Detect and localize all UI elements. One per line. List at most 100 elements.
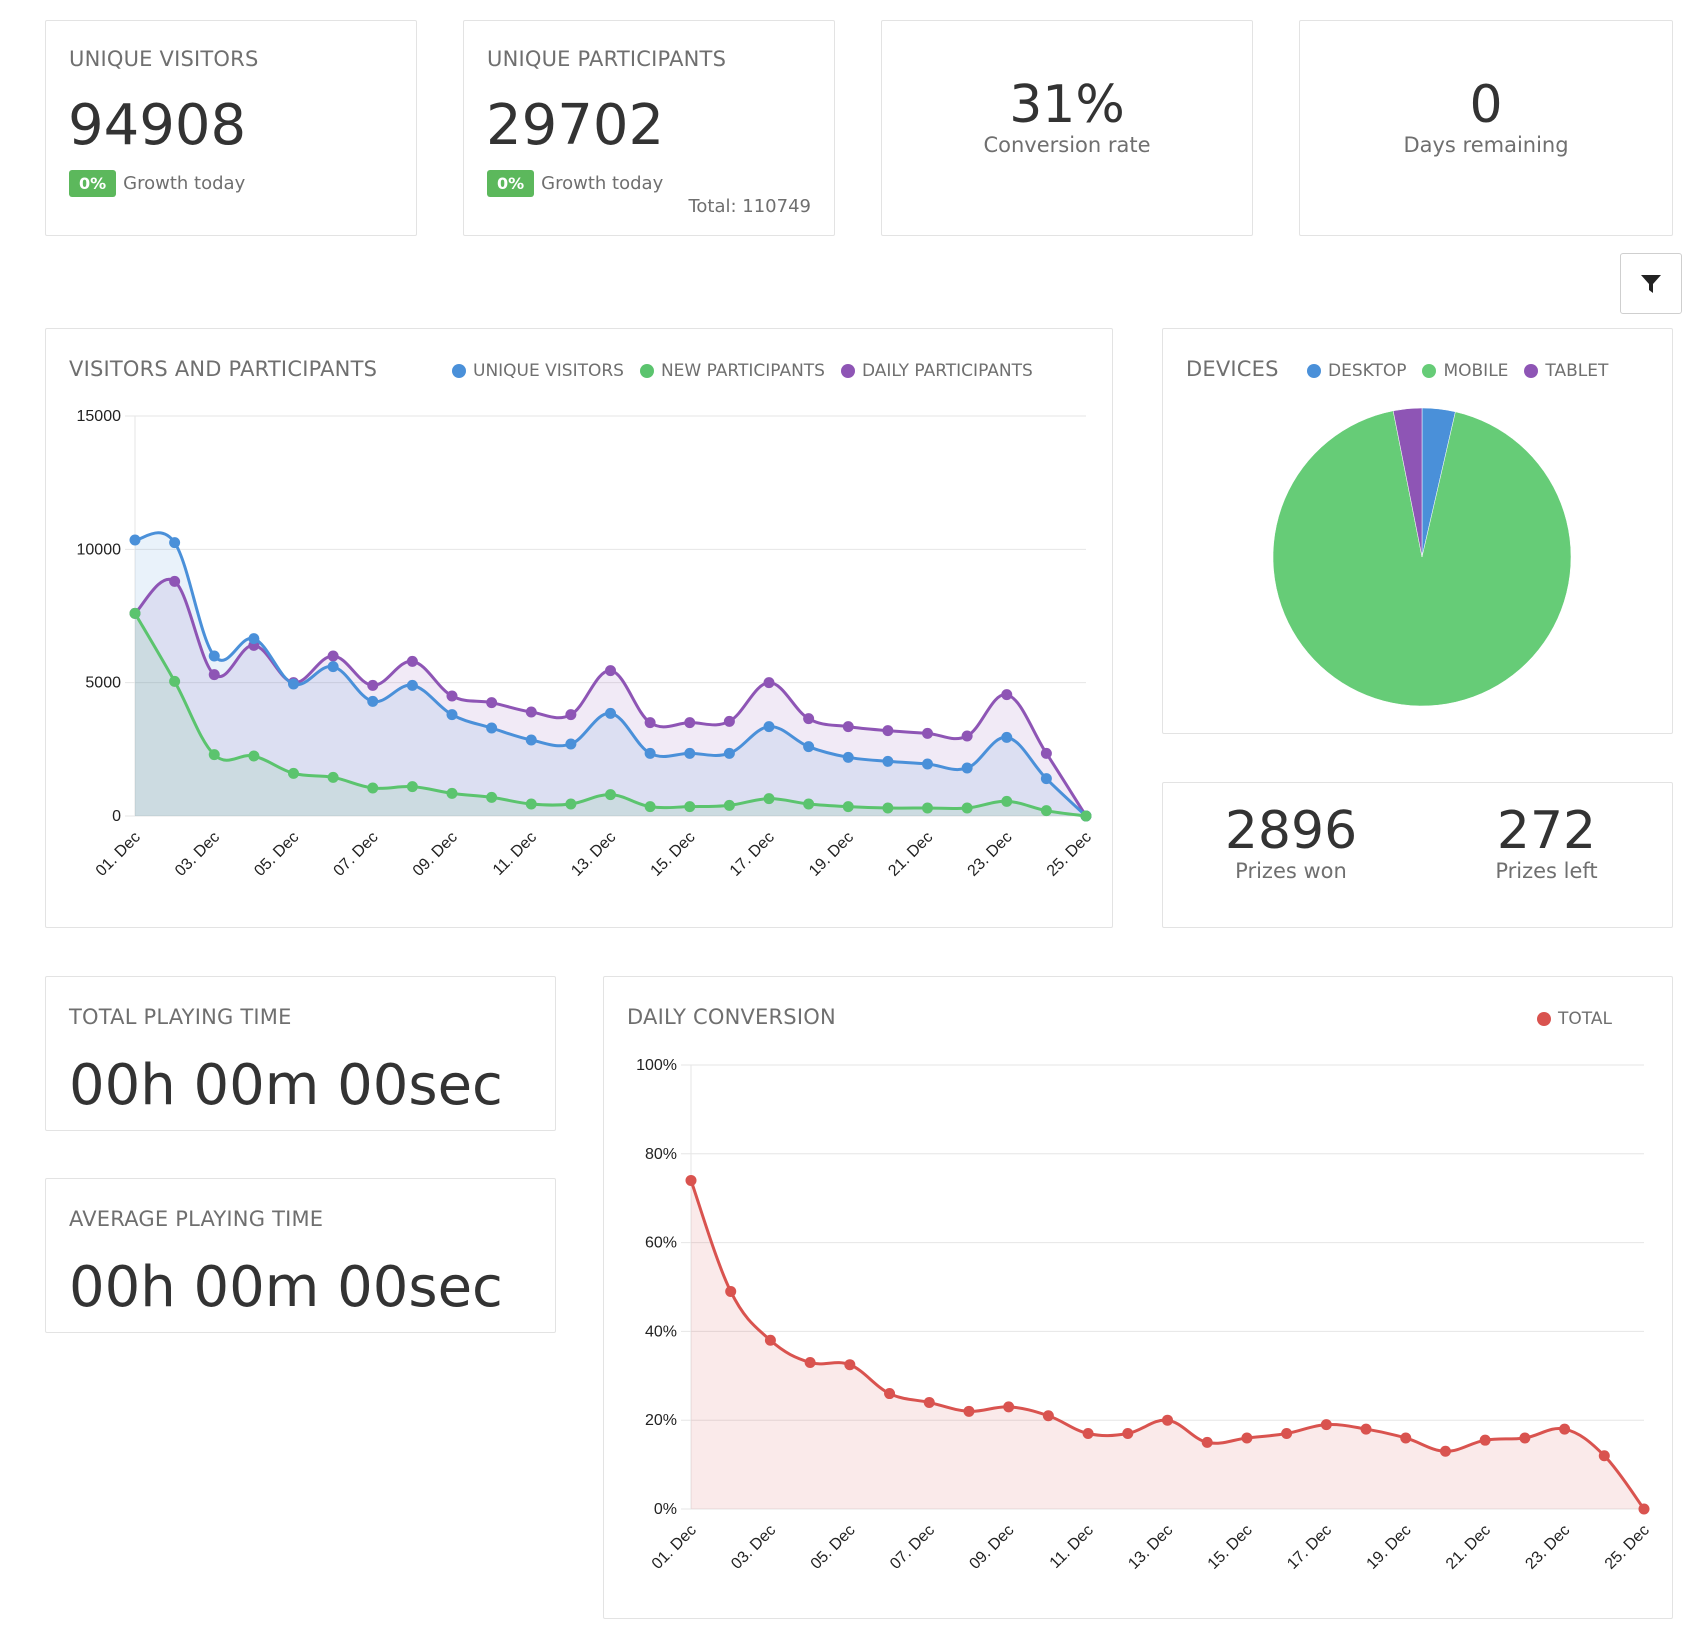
unique-participants-growth: 0% Growth today	[487, 170, 663, 197]
x-tick-label: 05. Dec	[251, 829, 302, 880]
participants-total: Total: 110749	[688, 196, 811, 217]
devices-card: DEVICES DESKTOP MOBILE TABLET	[1162, 328, 1673, 734]
pie-slice-mobile	[1272, 410, 1572, 707]
total-playing-time-title: TOTAL PLAYING TIME	[69, 1005, 292, 1029]
growth-badge: 0%	[487, 170, 535, 197]
y-tick-label: 5000	[85, 675, 121, 692]
data-point	[1001, 731, 1013, 743]
data-point	[1001, 795, 1013, 807]
unique-visitors-card: UNIQUE VISITORS 94908 0% Growth today	[45, 20, 417, 236]
unique-participants-card: UNIQUE PARTICIPANTS 29702 0% Growth toda…	[463, 20, 835, 236]
filter-icon	[1641, 274, 1661, 293]
total-playing-time-value: 00h 00m 00sec	[69, 1053, 503, 1118]
y-tick-label: 0%	[654, 1501, 677, 1518]
legend-tablet[interactable]: TABLET	[1524, 361, 1608, 381]
data-point	[644, 747, 656, 759]
legend-dot	[639, 364, 654, 378]
data-point	[565, 738, 577, 750]
x-tick-label: 09. Dec	[966, 1522, 1017, 1573]
data-point	[1122, 1428, 1134, 1440]
data-point	[406, 655, 418, 667]
data-point	[922, 758, 933, 770]
y-tick-label: 80%	[645, 1146, 677, 1163]
y-tick-label: 60%	[645, 1235, 677, 1252]
growth-label: Growth today	[123, 173, 246, 194]
data-point	[248, 750, 260, 762]
legend-dot	[1307, 364, 1321, 378]
data-point	[723, 747, 735, 759]
data-point	[1241, 1432, 1253, 1444]
legend-dot	[1422, 364, 1437, 378]
prizes-card: 2896 Prizes won 272 Prizes left	[1162, 782, 1673, 928]
unique-visitors-growth: 0% Growth today	[69, 170, 245, 197]
data-point	[525, 734, 537, 746]
total-playing-time-card: TOTAL PLAYING TIME 00h 00m 00sec	[45, 976, 556, 1131]
legend-dot	[840, 364, 855, 378]
data-point	[804, 1356, 816, 1368]
x-tick-label: 13. Dec	[568, 829, 619, 880]
average-playing-time-title: AVERAGE PLAYING TIME	[69, 1207, 324, 1231]
x-tick-label: 01. Dec	[649, 1522, 700, 1573]
legend-daily-participants[interactable]: DAILY PARTICIPANTS	[840, 361, 1033, 381]
x-tick-label: 21. Dec	[885, 829, 936, 880]
conversion-rate-label: Conversion rate	[983, 133, 1151, 157]
x-tick-label: 13. Dec	[1125, 1522, 1176, 1573]
data-point	[922, 802, 933, 814]
days-remaining-card: 0 Days remaining	[1299, 20, 1673, 236]
data-point	[764, 1334, 776, 1346]
x-tick-label: 07. Dec	[887, 1522, 938, 1573]
data-point	[565, 798, 577, 810]
legend-mobile[interactable]: MOBILE	[1422, 361, 1508, 381]
x-tick-label: 09. Dec	[410, 829, 461, 880]
data-point	[1400, 1432, 1412, 1444]
data-point	[367, 679, 379, 691]
data-point	[446, 690, 458, 702]
legend-new-participants[interactable]: NEW PARTICIPANTS	[639, 361, 825, 381]
data-point	[723, 715, 735, 727]
x-tick-label: 21. Dec	[1443, 1522, 1494, 1573]
legend-label: TOTAL	[1558, 1009, 1612, 1029]
x-tick-label: 11. Dec	[490, 829, 540, 879]
average-playing-time-card: AVERAGE PLAYING TIME 00h 00m 00sec	[45, 1178, 556, 1333]
data-point	[1479, 1434, 1491, 1446]
data-point	[208, 749, 220, 761]
data-point	[367, 695, 379, 707]
data-point	[923, 1396, 935, 1408]
pie-slice-tablet	[1392, 407, 1423, 558]
legend-desktop[interactable]: DESKTOP	[1307, 361, 1406, 381]
y-tick-label: 15000	[77, 408, 122, 425]
conversion-chart-legend: TOTAL	[1537, 1009, 1612, 1029]
data-point	[169, 575, 181, 587]
data-point	[486, 722, 498, 734]
x-tick-label: 25. Dec	[1044, 829, 1095, 880]
data-point	[565, 709, 577, 721]
data-point	[288, 678, 299, 690]
data-point	[1001, 689, 1013, 701]
data-point	[684, 747, 696, 759]
data-point	[684, 717, 696, 729]
data-point	[605, 665, 616, 677]
devices-pie-chart	[1272, 407, 1572, 707]
data-point	[1360, 1423, 1372, 1435]
data-point	[1281, 1428, 1293, 1440]
data-point	[842, 751, 854, 763]
legend-total[interactable]: TOTAL	[1537, 1009, 1612, 1029]
x-tick-label: 23. Dec	[1522, 1522, 1573, 1573]
y-tick-label: 100%	[636, 1057, 677, 1074]
x-tick-label: 25. Dec	[1602, 1522, 1653, 1573]
series-area	[691, 1180, 1644, 1509]
data-point	[1559, 1423, 1571, 1435]
growth-label: Growth today	[541, 173, 664, 194]
legend-unique-visitors[interactable]: UNIQUE VISITORS	[452, 361, 624, 381]
legend-label: UNIQUE VISITORS	[473, 361, 624, 381]
data-point	[288, 767, 299, 779]
data-point	[882, 802, 894, 814]
data-point	[605, 707, 616, 719]
unique-participants-title: UNIQUE PARTICIPANTS	[487, 47, 727, 71]
data-point	[1162, 1414, 1173, 1426]
data-point	[208, 669, 220, 681]
data-point	[327, 771, 339, 783]
data-point	[763, 721, 775, 733]
filter-button[interactable]	[1620, 253, 1682, 314]
data-point	[1040, 747, 1052, 759]
